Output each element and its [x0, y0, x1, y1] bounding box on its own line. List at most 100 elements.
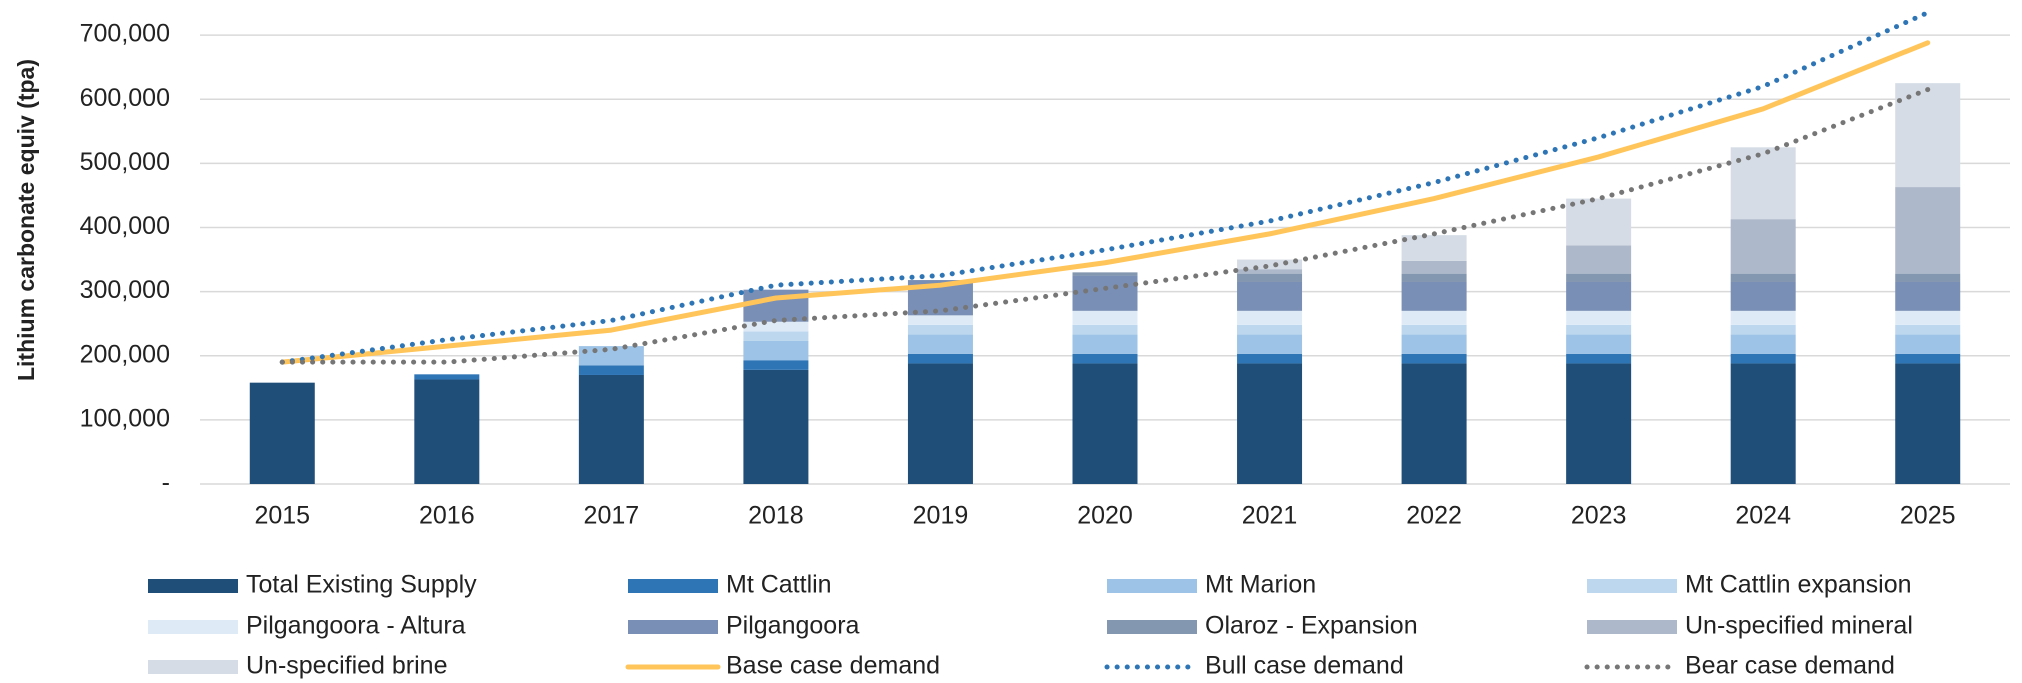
bar-segment	[1895, 281, 1961, 311]
bar-segment	[907, 363, 973, 484]
legend-swatch	[1107, 579, 1197, 593]
bar-segment	[1072, 363, 1138, 484]
bar-segment	[1730, 363, 1796, 484]
bar-segment	[1237, 310, 1303, 325]
bar-segment	[1566, 353, 1632, 364]
demand-line	[279, 40, 1931, 365]
y-tick-label: 300,000	[80, 276, 170, 304]
bar-segment	[249, 382, 315, 484]
legend-swatch	[1587, 579, 1677, 593]
bar-segment	[1730, 324, 1796, 335]
y-axis-label: Lithium carbonate equiv (tpa)	[13, 59, 39, 381]
legend-label: Bear case demand	[1685, 652, 1895, 680]
bar-segment	[743, 340, 809, 361]
bar-segment	[1566, 310, 1632, 325]
bar-segment	[1072, 272, 1138, 276]
legend-label: Pilgangoora	[726, 612, 860, 640]
legend-label: Total Existing Supply	[246, 571, 477, 599]
demand-line	[279, 10, 1931, 365]
bar-segment	[1237, 281, 1303, 311]
bar-segment	[907, 324, 973, 335]
bar-segment	[1401, 363, 1467, 484]
legend-label: Un-specified mineral	[1685, 612, 1913, 640]
x-tick-label: 2021	[1242, 502, 1298, 530]
bar-segment	[1730, 353, 1796, 364]
x-tick-label: 2022	[1406, 502, 1462, 530]
legend-swatch	[1587, 620, 1677, 634]
bar-segment	[1072, 353, 1138, 364]
bar-segment	[1895, 363, 1961, 484]
bar-segment	[1072, 334, 1138, 354]
x-tick-label: 2019	[913, 502, 969, 530]
bar-segment	[1895, 353, 1961, 364]
x-tick-label: 2017	[584, 502, 640, 530]
y-tick-label: -	[162, 469, 170, 497]
bar-segment	[1566, 273, 1632, 282]
bar-segment	[1895, 273, 1961, 282]
bar-segment	[578, 374, 644, 484]
legend-swatch	[148, 620, 238, 634]
x-tick-label: 2024	[1735, 502, 1791, 530]
bar-segment	[1730, 281, 1796, 311]
legend-swatch	[148, 579, 238, 593]
legend-swatch	[628, 620, 718, 634]
bar-segment	[1566, 363, 1632, 484]
legend-label: Pilgangoora - Altura	[246, 612, 466, 640]
x-tick-label: 2020	[1077, 502, 1133, 530]
legend-label: Mt Cattlin expansion	[1685, 571, 1912, 599]
bar-segment	[1072, 275, 1138, 311]
bar-segment	[1566, 334, 1632, 354]
x-tick-label: 2023	[1571, 502, 1627, 530]
bar-segment	[1072, 310, 1138, 325]
bar-segment	[1237, 273, 1303, 282]
x-tick-label: 2016	[419, 502, 475, 530]
legend-label: Bull case demand	[1205, 652, 1404, 680]
bar-segment	[743, 360, 809, 370]
bar-segment	[1401, 324, 1467, 335]
bar-segment	[1730, 273, 1796, 282]
legend-label: Mt Cattlin	[726, 571, 832, 599]
bar-segment	[1730, 219, 1796, 274]
bar-segment	[1566, 198, 1632, 246]
bar-segment	[414, 374, 480, 380]
x-tick-label: 2018	[748, 502, 804, 530]
bar-segment	[743, 331, 809, 341]
bar-segment	[743, 369, 809, 484]
x-tick-label: 2015	[254, 502, 310, 530]
y-tick-label: 600,000	[80, 84, 170, 112]
bar-segment	[1895, 83, 1961, 188]
bar-segment	[1237, 353, 1303, 364]
bar-segment	[1237, 363, 1303, 484]
bar-segment	[414, 379, 480, 484]
bar-segment	[1401, 273, 1467, 282]
legend-swatch	[1107, 620, 1197, 634]
bar-segment	[1401, 310, 1467, 325]
bar-segment	[1072, 324, 1138, 335]
bar-segment	[578, 365, 644, 375]
bar-segment	[1401, 334, 1467, 354]
bar-segment	[1237, 269, 1303, 274]
bar-segment	[1895, 187, 1961, 274]
y-tick-label: 700,000	[80, 20, 170, 48]
legend-label: Un-specified brine	[246, 652, 448, 680]
bar-segment	[1566, 245, 1632, 274]
y-tick-label: 100,000	[80, 404, 170, 432]
x-tick-label: 2025	[1900, 502, 1956, 530]
bar-segment	[1566, 281, 1632, 311]
legend-swatch	[148, 660, 238, 674]
bar-segment	[1566, 324, 1632, 335]
bar-segment	[1401, 260, 1467, 274]
legend-swatch	[628, 579, 718, 593]
bar-segment	[1237, 259, 1303, 270]
bar-segment	[1401, 353, 1467, 364]
demand-line	[279, 87, 1931, 365]
bar-segment	[743, 321, 809, 332]
legend-label: Mt Marion	[1205, 571, 1316, 599]
bar-segment	[1730, 310, 1796, 325]
y-tick-label: 500,000	[80, 148, 170, 176]
bar-segment	[907, 353, 973, 364]
bar-segment	[1237, 324, 1303, 335]
legend-label: Olaroz - Expansion	[1205, 612, 1418, 640]
bar-segment	[1237, 334, 1303, 354]
